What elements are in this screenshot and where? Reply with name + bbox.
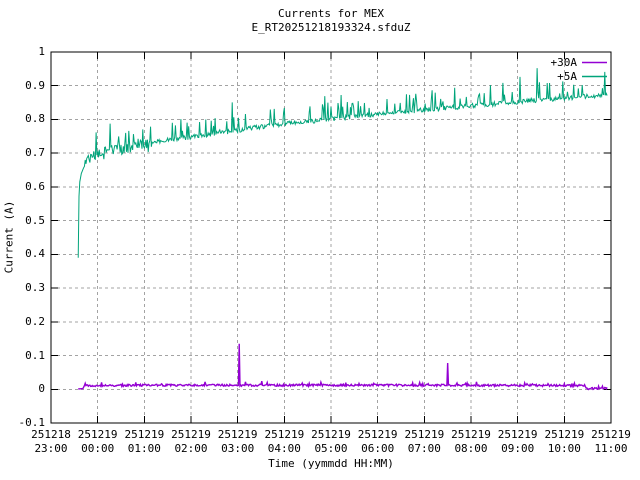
y-tick-label: 0	[38, 382, 45, 396]
x-tick-label: 251219 05:00	[311, 428, 351, 455]
x-tick-label: 251219 03:00	[217, 428, 258, 455]
x-tick-label: 251219 08:00	[451, 428, 491, 455]
x-axis-label: Time (yymmdd HH:MM)	[268, 457, 394, 470]
plot-frame	[50, 51, 612, 424]
x-tick-label: 251219 01:00	[124, 428, 165, 455]
x-tick-label: 251219 10:00	[544, 428, 585, 455]
y-axis-label: Current (A)	[2, 200, 16, 274]
y-tick-label: 0.4	[25, 247, 45, 261]
x-tick-label: 251219 09:00	[497, 428, 538, 455]
x-tick-label: 251219 04:00	[264, 428, 305, 455]
x-tick-label: 251219 06:00	[357, 428, 398, 455]
series-line-plus30a	[78, 343, 608, 391]
chart-title: Currents for MEX	[278, 7, 384, 20]
y-tick-label: 0.9	[25, 78, 45, 92]
x-tick-label: 251219 11:00	[591, 428, 631, 455]
y-tick-label: 0.5	[25, 213, 45, 227]
x-tick-label: 251219 00:00	[77, 428, 118, 455]
y-tick-label: -0.1	[18, 416, 46, 429]
x-tick-label: 251218 23:00	[31, 428, 71, 455]
x-tick-label: 251219 07:00	[404, 428, 445, 455]
chart-subtitle: E_RT20251218193324.sfduZ	[251, 21, 411, 34]
y-tick-label: 0.2	[25, 314, 45, 328]
y-tick-label: 1	[38, 45, 45, 58]
series-line-plus5a	[77, 68, 608, 258]
y-tick-label: 0.8	[25, 112, 45, 126]
y-tick-label: 0.1	[25, 348, 45, 362]
y-tick-label: 0.3	[25, 281, 45, 295]
legend-label-plus5a: +5A	[557, 70, 577, 83]
y-tick-label: 0.6	[25, 179, 45, 193]
x-tick-label: 251219 02:00	[171, 428, 211, 455]
y-tick-label: 0.7	[25, 146, 45, 160]
legend-label-plus30a: +30A	[550, 56, 578, 69]
